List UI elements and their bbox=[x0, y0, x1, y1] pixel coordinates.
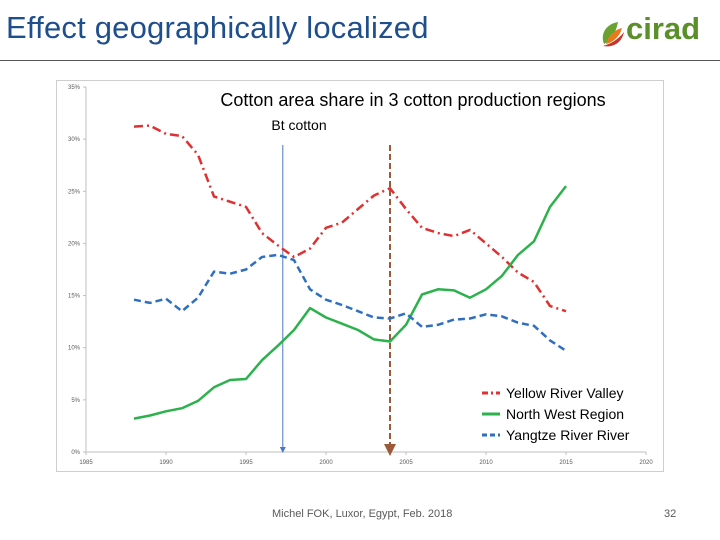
legend-label-3: Yangtze River River bbox=[506, 427, 630, 443]
y-tick-label: 35% bbox=[68, 85, 81, 91]
page-number: 32 bbox=[664, 508, 677, 520]
chart-title: Cotton area share in 3 cotton production… bbox=[220, 90, 605, 110]
x-tick-label: 1990 bbox=[159, 460, 173, 466]
x-tick-label: 2020 bbox=[639, 460, 653, 466]
series-line-2 bbox=[133, 185, 567, 420]
x-tick-label: 2015 bbox=[559, 460, 573, 466]
cirad-logo: cirad bbox=[598, 11, 708, 54]
title-rule bbox=[0, 60, 720, 61]
series-line-1 bbox=[133, 124, 567, 313]
y-tick-label: 20% bbox=[68, 241, 81, 247]
leaf-icon bbox=[602, 22, 624, 47]
x-tick-label: 2010 bbox=[479, 460, 493, 466]
legend-label-1: Yellow River Valley bbox=[506, 385, 624, 401]
annotation-bt-cotton: Bt cotton bbox=[271, 117, 326, 133]
y-tick-label: 30% bbox=[68, 137, 81, 143]
y-tick-label: 10% bbox=[68, 346, 81, 352]
x-tick-label: 1985 bbox=[79, 460, 93, 466]
x-tick-label: 2005 bbox=[399, 460, 413, 466]
y-tick-label: 15% bbox=[68, 294, 81, 300]
slide-title: Effect geographically localized bbox=[6, 10, 429, 45]
series-line-3 bbox=[133, 253, 567, 352]
y-tick-label: 25% bbox=[68, 189, 81, 195]
y-tick-label: 0% bbox=[71, 450, 80, 456]
x-tick-label: 2000 bbox=[319, 460, 333, 466]
x-tick-label: 1995 bbox=[239, 460, 253, 466]
y-tick-label: 5% bbox=[71, 398, 80, 404]
chart-frame bbox=[56, 80, 664, 472]
logo-text: cirad bbox=[626, 11, 701, 46]
footer-text: Michel FOK, Luxor, Egypt, Feb. 2018 bbox=[272, 508, 453, 520]
legend-label-2: North West Region bbox=[506, 406, 624, 422]
